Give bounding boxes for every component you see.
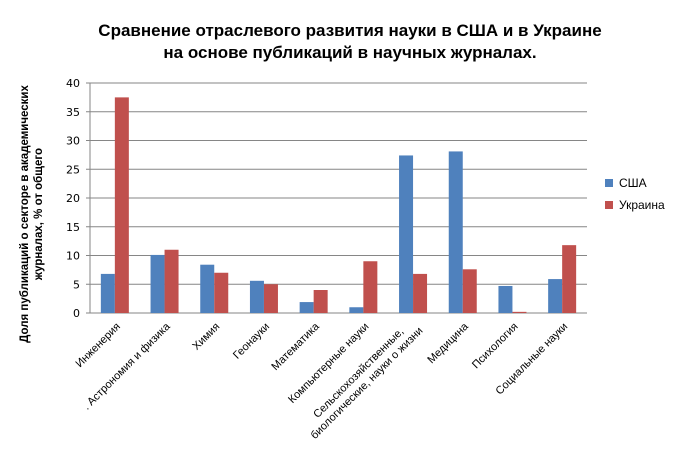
x-category-label: Медицина	[425, 320, 471, 366]
x-category-label: . Астрономия и физика	[81, 320, 173, 412]
bar-ukraine	[512, 311, 527, 313]
bar-ukraine	[413, 273, 428, 313]
y-tick-label: 10	[66, 250, 80, 263]
chart-title: Сравнение отраслевого развития науки в С…	[60, 20, 640, 64]
x-category-label: Химия	[190, 321, 222, 353]
y-tick-label: 20	[66, 192, 80, 205]
legend-swatch-ukraine	[605, 201, 613, 209]
chart-title-line-1: Сравнение отраслевого развития науки в С…	[98, 21, 602, 40]
bar-usa	[200, 264, 215, 313]
x-category-label: Математика	[269, 320, 322, 373]
y-tick-label: 35	[66, 106, 80, 119]
y-tick-label: 25	[66, 163, 80, 176]
legend-label-ukraine: Украина	[619, 198, 665, 212]
bar-usa	[498, 285, 513, 313]
x-category-label: Психология	[470, 321, 521, 372]
legend-label-usa: США	[619, 176, 647, 190]
bar-ukraine	[164, 249, 179, 313]
bar-usa	[448, 151, 463, 313]
x-category-label: Геонауки	[231, 321, 272, 362]
legend-item-usa: США	[605, 172, 665, 194]
y-tick-label: 30	[66, 135, 80, 148]
legend-item-ukraine: Украина	[605, 194, 665, 216]
legend: США Украина	[605, 172, 665, 216]
bar-ukraine	[114, 97, 129, 313]
y-tick-label: 5	[73, 278, 80, 291]
legend-swatch-usa	[605, 179, 613, 187]
bar-ukraine	[462, 269, 477, 313]
bar-ukraine	[313, 290, 328, 313]
bar-ukraine	[562, 245, 577, 313]
y-tick-label: 40	[66, 77, 80, 90]
chart-title-line-2: на основе публикаций в научных журналах.	[163, 43, 537, 62]
bar-usa	[349, 307, 364, 313]
y-tick-label: 0	[73, 307, 80, 320]
bar-ukraine	[363, 261, 378, 313]
bar-usa	[150, 254, 165, 313]
bar-ukraine	[214, 272, 229, 313]
bar-ukraine	[263, 284, 278, 313]
bar-usa	[299, 302, 314, 313]
y-tick-label: 15	[66, 221, 80, 234]
bar-usa	[249, 280, 264, 313]
bar-usa	[100, 273, 115, 313]
bar-usa	[548, 279, 563, 313]
x-category-label: Инженерия	[74, 321, 123, 370]
bar-usa	[399, 155, 414, 313]
